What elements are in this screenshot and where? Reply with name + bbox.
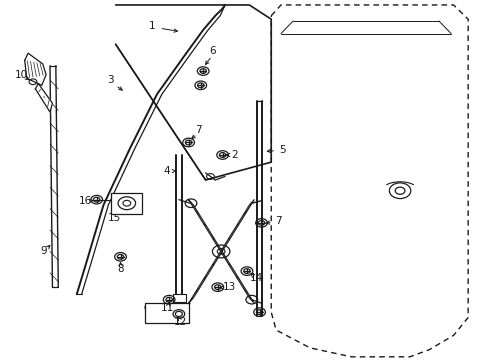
Polygon shape (35, 84, 52, 112)
Bar (144, 303, 188, 323)
Text: 6: 6 (209, 46, 216, 57)
Text: 3: 3 (107, 75, 114, 85)
Text: 13: 13 (222, 282, 235, 292)
Polygon shape (188, 200, 254, 303)
Text: 15: 15 (107, 212, 121, 222)
Text: 7: 7 (275, 216, 281, 226)
Polygon shape (188, 200, 254, 303)
Text: 1: 1 (148, 21, 155, 31)
Text: 4: 4 (163, 166, 170, 176)
Text: 9: 9 (41, 247, 47, 256)
Bar (111, 193, 142, 214)
Polygon shape (25, 53, 46, 85)
Text: 16: 16 (78, 196, 91, 206)
Text: 10: 10 (15, 69, 28, 80)
Text: 7: 7 (195, 125, 201, 135)
Bar (172, 294, 186, 302)
Text: 5: 5 (279, 145, 285, 155)
Text: 12: 12 (173, 317, 186, 327)
Text: 2: 2 (231, 150, 238, 160)
Text: 14: 14 (249, 273, 262, 283)
Text: 11: 11 (161, 303, 174, 313)
Text: 8: 8 (117, 264, 123, 274)
